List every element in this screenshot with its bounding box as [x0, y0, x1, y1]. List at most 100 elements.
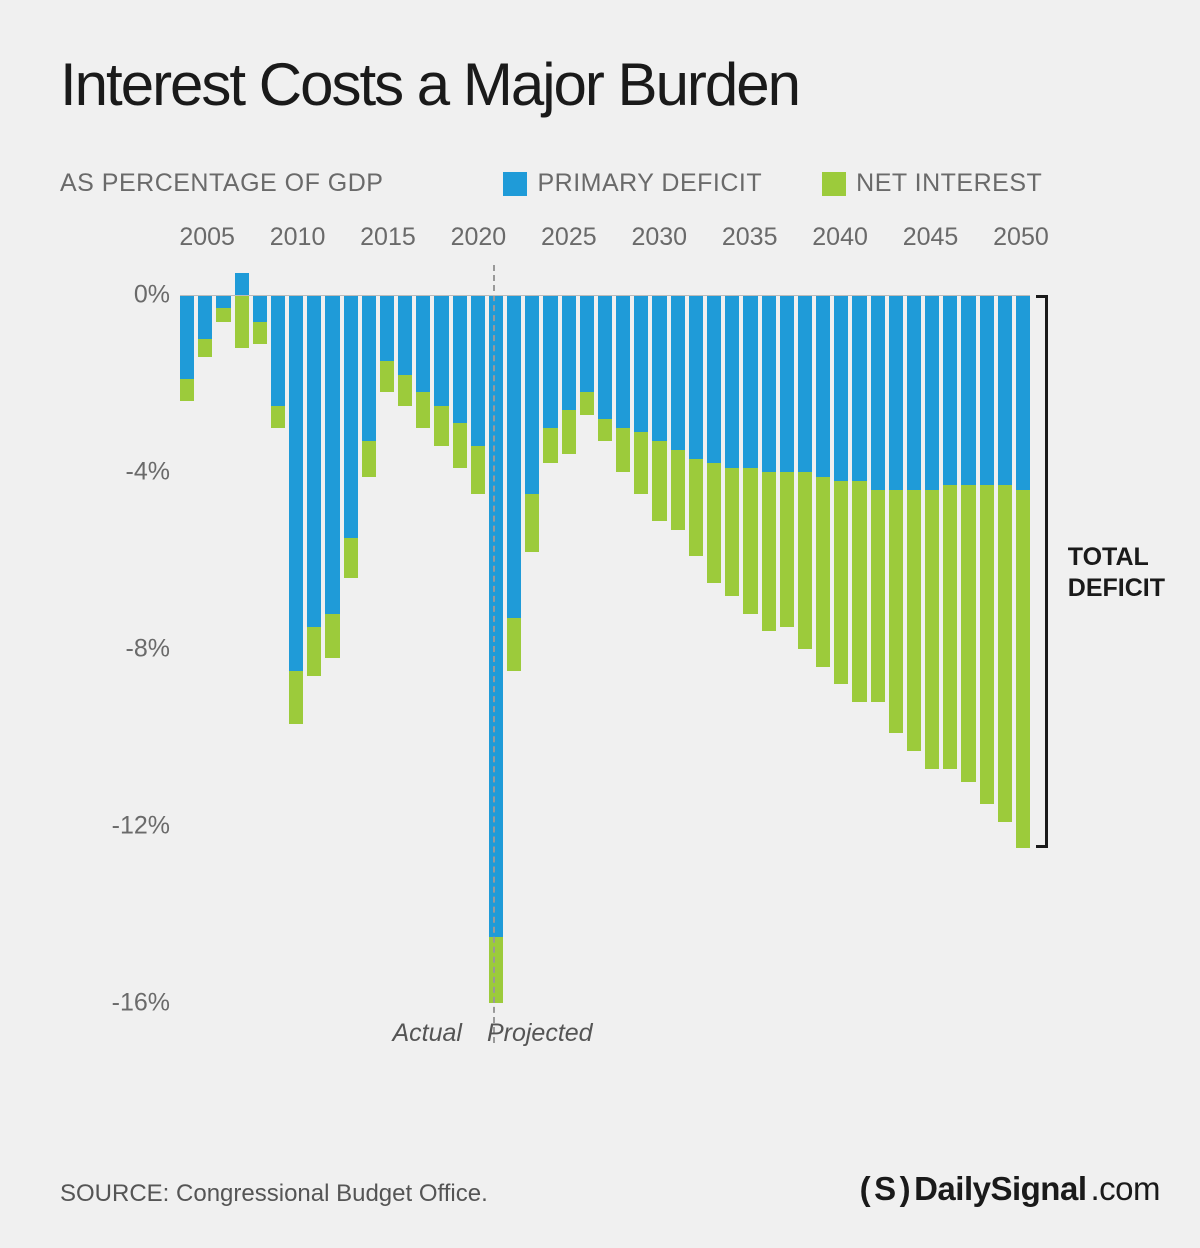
- bar-primary-deficit: [180, 295, 194, 379]
- actual-projected-divider: [493, 265, 495, 1043]
- bar-net-interest: [634, 432, 648, 494]
- bar-net-interest: [434, 406, 448, 446]
- bar-net-interest: [180, 379, 194, 401]
- y-axis: 0%-4%-8%-12%-16%: [60, 223, 180, 1003]
- x-tick: 2040: [812, 223, 868, 252]
- bar-primary-deficit: [725, 295, 739, 468]
- bar-column: [889, 273, 903, 1003]
- bar-primary-deficit: [453, 295, 467, 423]
- bar-column: [416, 273, 430, 1003]
- bar-primary-deficit: [616, 295, 630, 428]
- bar-net-interest: [798, 472, 812, 649]
- bar-primary-deficit: [271, 295, 285, 406]
- bar-net-interest: [453, 423, 467, 467]
- bar-net-interest: [471, 446, 485, 495]
- bar-primary-deficit: [871, 295, 885, 490]
- bar-primary-deficit: [580, 295, 594, 392]
- bar-primary-deficit: [235, 273, 249, 295]
- y-axis-label: AS PERCENTAGE OF GDP: [60, 169, 383, 198]
- brand-name: DailySignal: [914, 1170, 1086, 1208]
- legend-label-interest: NET INTEREST: [856, 169, 1042, 198]
- bar-net-interest: [780, 472, 794, 627]
- bar-primary-deficit: [525, 295, 539, 494]
- bar-net-interest: [743, 468, 757, 614]
- bar-net-interest: [198, 339, 212, 357]
- bar-primary-deficit: [834, 295, 848, 481]
- legend-label-primary: PRIMARY DEFICIT: [537, 169, 762, 198]
- footer: SOURCE: Congressional Budget Office. (S)…: [60, 1170, 1160, 1208]
- bar-column: [198, 273, 212, 1003]
- bar-primary-deficit: [852, 295, 866, 481]
- bar-column: [798, 273, 812, 1003]
- x-tick: 2005: [179, 223, 235, 252]
- bar-column: [943, 273, 957, 1003]
- bar-column: [325, 273, 339, 1003]
- bar-column: [925, 273, 939, 1003]
- x-tick: 2030: [631, 223, 687, 252]
- bar-net-interest: [652, 441, 666, 521]
- bar-primary-deficit: [743, 295, 757, 468]
- bar-column: [961, 273, 975, 1003]
- bar-primary-deficit: [362, 295, 376, 441]
- bar-primary-deficit: [471, 295, 485, 445]
- bar-column: [707, 273, 721, 1003]
- total-deficit-bracket: [1036, 295, 1048, 848]
- bar-column: [871, 273, 885, 1003]
- bar-primary-deficit: [907, 295, 921, 490]
- bar-net-interest: [925, 490, 939, 769]
- bar-column: [634, 273, 648, 1003]
- bar-primary-deficit: [216, 295, 230, 308]
- bar-primary-deficit: [289, 295, 303, 671]
- x-tick: 2050: [993, 223, 1049, 252]
- bar-column: [307, 273, 321, 1003]
- y-tick: -8%: [126, 635, 170, 664]
- x-tick: 2025: [541, 223, 597, 252]
- bar-primary-deficit: [307, 295, 321, 627]
- bar-net-interest: [980, 485, 994, 804]
- bar-net-interest: [253, 322, 267, 344]
- bar-primary-deficit: [253, 295, 267, 322]
- bar-column: [762, 273, 776, 1003]
- bar-column: [743, 273, 757, 1003]
- bar-primary-deficit: [943, 295, 957, 485]
- x-tick: 2010: [270, 223, 326, 252]
- legend: PRIMARY DEFICIT NET INTEREST: [503, 169, 1042, 198]
- bar-column: [780, 273, 794, 1003]
- bar-column: [580, 273, 594, 1003]
- y-tick: -16%: [112, 989, 170, 1018]
- bar-net-interest: [271, 406, 285, 428]
- bar-net-interest: [489, 937, 503, 1003]
- bar-net-interest: [707, 463, 721, 582]
- bar-column: [489, 273, 503, 1003]
- bar-net-interest: [762, 472, 776, 631]
- bar-primary-deficit: [816, 295, 830, 476]
- bar-column: [216, 273, 230, 1003]
- bar-primary-deficit: [998, 295, 1012, 485]
- bar-net-interest: [344, 538, 358, 578]
- bar-net-interest: [398, 375, 412, 406]
- bar-column: [1016, 273, 1030, 1003]
- x-tick: 2015: [360, 223, 416, 252]
- bar-column: [507, 273, 521, 1003]
- brand-logo: (S) DailySignal.com: [860, 1170, 1160, 1208]
- plot-area: 2005201020152020202520302035204020452050…: [180, 223, 1030, 1003]
- bar-column: [834, 273, 848, 1003]
- bar-net-interest: [998, 485, 1012, 821]
- bar-column: [380, 273, 394, 1003]
- bar-column: [725, 273, 739, 1003]
- divider-label-actual: Actual: [392, 1019, 461, 1048]
- bar-net-interest: [889, 490, 903, 733]
- bars-container: [180, 273, 1030, 1003]
- bar-net-interest: [616, 428, 630, 472]
- bar-primary-deficit: [671, 295, 685, 450]
- bar-primary-deficit: [489, 295, 503, 937]
- bar-primary-deficit: [762, 295, 776, 472]
- bar-column: [362, 273, 376, 1003]
- divider-labels: Actual Projected: [392, 1019, 592, 1048]
- brand-letter: S: [874, 1170, 896, 1208]
- bar-primary-deficit: [416, 295, 430, 392]
- bar-net-interest: [816, 477, 830, 667]
- bar-net-interest: [307, 627, 321, 676]
- bar-column: [271, 273, 285, 1003]
- bar-column: [453, 273, 467, 1003]
